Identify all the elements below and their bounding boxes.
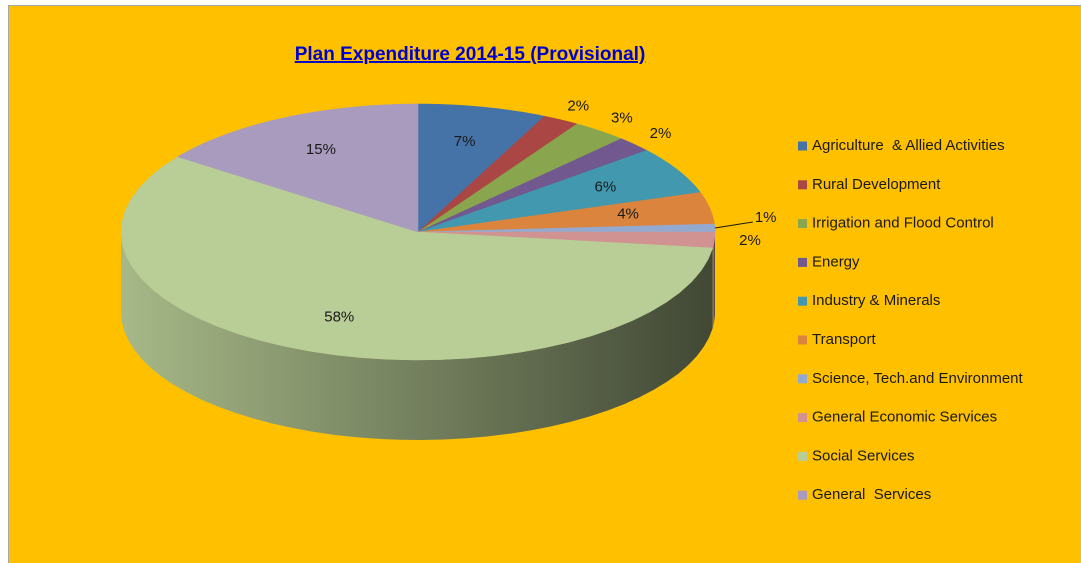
slice [417, 115, 578, 233]
legend-swatch [798, 257, 807, 267]
legend-label: General Economic Services [812, 409, 997, 426]
legend-swatch [798, 451, 807, 461]
legend-label: Industry & Minerals [812, 292, 940, 309]
legend-swatch [798, 335, 807, 345]
slice [417, 150, 701, 233]
legend-label: General Services [812, 486, 931, 503]
slice [417, 138, 648, 233]
legend-label: Transport [812, 331, 876, 348]
legend-swatch [798, 374, 807, 384]
legend-swatch [798, 180, 807, 190]
data-label: 4% [617, 206, 639, 223]
legend-swatch [798, 490, 807, 500]
legend-label: Social Services [812, 447, 915, 464]
slice [417, 192, 715, 233]
slice [417, 103, 546, 233]
data-label: 15% [306, 141, 336, 158]
chart-title: Plan Expenditure 2014-15 (Provisional) [295, 44, 646, 65]
legend-swatch [798, 296, 807, 306]
data-label: 58% [324, 309, 354, 326]
data-label: 2% [739, 232, 761, 249]
data-label: 2% [650, 125, 672, 142]
legend-label: Science, Tech.and Environment [812, 370, 1024, 387]
legend-swatch [798, 219, 807, 229]
data-label: 7% [454, 133, 476, 150]
legend-label: Irrigation and Flood Control [812, 215, 994, 232]
data-label: 3% [611, 110, 633, 127]
slice-side-shade [121, 232, 713, 440]
leader-line [714, 221, 753, 229]
legend-label: Energy [812, 253, 860, 270]
slice [120, 156, 714, 361]
slice-side-shade [712, 232, 715, 328]
legend-swatch [798, 141, 807, 151]
data-label: 6% [595, 179, 617, 196]
data-label: 2% [567, 97, 589, 114]
legend-swatch [798, 413, 807, 423]
legend-label: Rural Development [812, 176, 941, 193]
legend-label: Agriculture & Allied Activities [812, 137, 1005, 154]
slice [177, 103, 419, 233]
data-label: 1% [755, 209, 777, 226]
slice [417, 123, 622, 233]
